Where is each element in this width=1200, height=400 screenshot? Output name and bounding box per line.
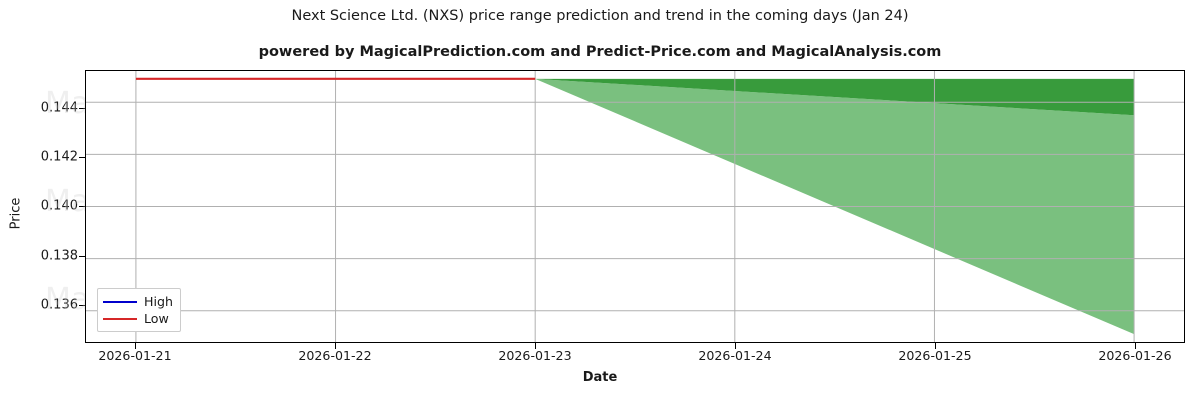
x-tick-label: 2026-01-23 (498, 348, 572, 363)
x-tick-mark (335, 343, 336, 349)
y-tick-label: 0.140 (40, 198, 78, 214)
y-tick-mark (79, 157, 85, 158)
x-tick-mark (935, 343, 936, 349)
y-tick-label: 0.138 (40, 248, 78, 264)
chart-canvas (86, 71, 1184, 342)
legend-label: Low (144, 311, 169, 326)
legend-color-swatch-low (103, 317, 137, 320)
legend-item-high[interactable]: High (103, 293, 173, 310)
x-tick-label: 2026-01-25 (898, 348, 972, 363)
x-tick-label: 2026-01-22 (298, 348, 372, 363)
y-tick-label: 0.144 (40, 100, 78, 116)
chart-legend[interactable]: High Low (97, 288, 181, 332)
x-tick-label: 2026-01-24 (698, 348, 772, 363)
x-tick-label: 2026-01-21 (98, 348, 172, 363)
chart-subtitle: powered by MagicalPrediction.com and Pre… (258, 44, 942, 60)
page-title: Next Science Ltd. (NXS) price range pred… (291, 8, 909, 24)
y-tick-mark (79, 108, 85, 109)
legend-item-low[interactable]: Low (103, 310, 173, 327)
legend-label: High (144, 294, 173, 309)
y-axis-ticks: 0.136 0.138 0.140 0.142 0.144 (0, 0, 78, 400)
x-axis-label: Date (582, 370, 618, 385)
x-tick-mark (735, 343, 736, 349)
y-tick-label: 0.136 (40, 297, 78, 313)
y-tick-mark (79, 256, 85, 257)
x-tick-label: 2026-01-26 (1098, 348, 1172, 363)
plot-area (85, 70, 1185, 343)
x-tick-mark (535, 343, 536, 349)
x-tick-mark (1135, 343, 1136, 349)
grid-lines (86, 71, 1184, 342)
prediction-band (535, 78, 1135, 116)
y-tick-mark (79, 305, 85, 306)
y-tick-label: 0.142 (40, 149, 78, 165)
legend-color-swatch-high (103, 300, 137, 303)
y-tick-mark (79, 206, 85, 207)
x-tick-mark (135, 343, 136, 349)
